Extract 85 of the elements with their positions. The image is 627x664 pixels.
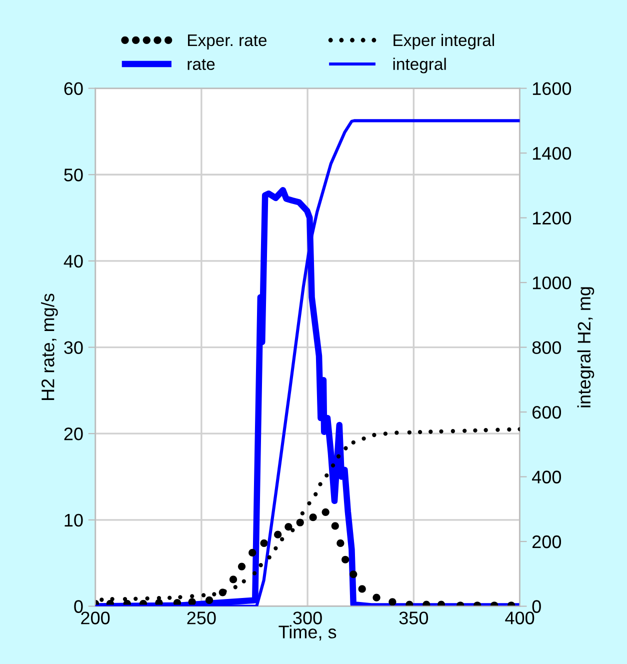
point bbox=[248, 548, 256, 557]
point bbox=[309, 514, 317, 522]
point bbox=[100, 598, 104, 602]
point bbox=[462, 428, 467, 433]
point bbox=[229, 576, 238, 584]
point bbox=[507, 427, 512, 432]
y-tick-label: 10 bbox=[64, 514, 83, 527]
point bbox=[330, 463, 336, 468]
point bbox=[145, 596, 150, 601]
x-tick-label: 250 bbox=[187, 612, 216, 624]
point bbox=[358, 585, 366, 593]
point bbox=[336, 539, 344, 548]
point bbox=[372, 594, 380, 602]
point bbox=[362, 436, 366, 441]
point bbox=[314, 492, 318, 496]
point bbox=[260, 539, 268, 548]
point bbox=[418, 430, 422, 434]
legend-label: rate bbox=[188, 59, 215, 70]
point bbox=[473, 428, 478, 433]
y2-axis-title: integral H2, mg bbox=[577, 287, 594, 408]
point bbox=[122, 597, 128, 602]
y2-tick-label: 200 bbox=[532, 535, 562, 548]
point bbox=[428, 430, 433, 434]
y-tick-label: 40 bbox=[64, 254, 83, 268]
point bbox=[372, 432, 376, 438]
legend-label: Exper. rate bbox=[188, 34, 267, 50]
point bbox=[331, 522, 339, 530]
point bbox=[350, 570, 358, 578]
point bbox=[407, 430, 412, 434]
point bbox=[394, 430, 399, 435]
point bbox=[233, 585, 238, 590]
point bbox=[484, 428, 488, 432]
point bbox=[258, 563, 263, 568]
point bbox=[212, 592, 216, 596]
point bbox=[296, 518, 304, 526]
y2-tick-label: 400 bbox=[532, 470, 562, 484]
point bbox=[280, 537, 284, 542]
point bbox=[388, 598, 396, 606]
point bbox=[168, 596, 172, 600]
legend-label: Exper integral bbox=[394, 34, 494, 50]
point bbox=[439, 429, 444, 434]
y2-tick-label: 1200 bbox=[532, 212, 572, 225]
point bbox=[110, 597, 114, 602]
x-tick-label: 350 bbox=[399, 612, 428, 624]
legend-label: integral bbox=[393, 58, 446, 74]
point bbox=[300, 511, 305, 516]
point bbox=[342, 556, 350, 564]
y2-tick-label: 1000 bbox=[532, 276, 572, 290]
y2-tick-label: 0 bbox=[532, 600, 541, 613]
y2-tick-label: 1600 bbox=[532, 82, 572, 96]
point bbox=[274, 546, 278, 550]
y2-tick-label: 600 bbox=[532, 406, 562, 419]
y2-tick-label: 800 bbox=[532, 341, 562, 354]
y-tick-label: 0 bbox=[74, 600, 83, 613]
x-tick-label: 400 bbox=[505, 612, 534, 624]
point bbox=[290, 528, 295, 532]
point bbox=[284, 523, 292, 531]
point bbox=[274, 530, 282, 538]
point bbox=[318, 482, 322, 486]
point bbox=[322, 508, 330, 516]
point bbox=[178, 595, 182, 600]
x-tick-label: 300 bbox=[293, 612, 322, 624]
y-tick-label: 60 bbox=[64, 82, 83, 96]
y-tick-label: 50 bbox=[64, 168, 83, 182]
point bbox=[238, 562, 246, 570]
y-tick-label: 20 bbox=[64, 428, 83, 440]
point bbox=[307, 501, 312, 506]
point bbox=[496, 428, 500, 432]
point bbox=[351, 440, 356, 445]
point bbox=[267, 555, 272, 560]
y-tick-label: 30 bbox=[64, 341, 83, 354]
point bbox=[252, 571, 257, 576]
point bbox=[134, 596, 138, 601]
point bbox=[201, 593, 206, 598]
point bbox=[450, 429, 456, 434]
point bbox=[190, 594, 194, 598]
x-tick-label: 200 bbox=[81, 612, 110, 624]
point bbox=[205, 596, 214, 604]
point bbox=[336, 454, 341, 458]
y2-tick-label: 1400 bbox=[532, 146, 572, 160]
y-axis-title: H2 rate, mg/s bbox=[41, 294, 58, 400]
x-axis-title: Time, s bbox=[278, 625, 336, 641]
point bbox=[383, 432, 388, 436]
point bbox=[242, 579, 246, 584]
point bbox=[324, 473, 329, 478]
